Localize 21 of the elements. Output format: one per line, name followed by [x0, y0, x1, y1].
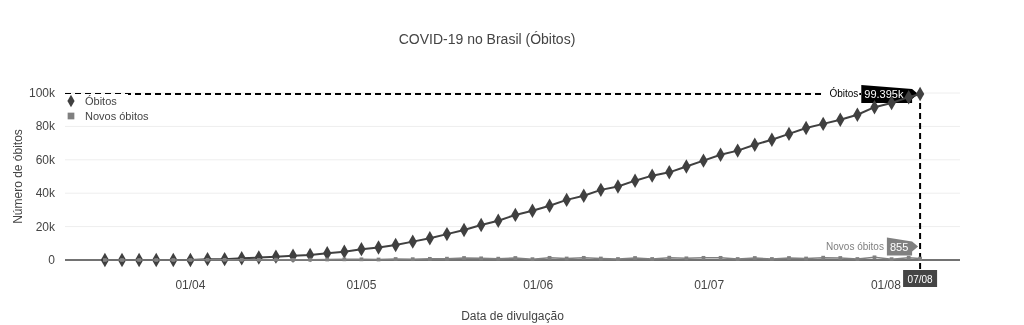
- annotation: 855: [889, 240, 909, 253]
- y-tick-label: 100k: [28, 86, 56, 100]
- y-tick-label: 80k: [35, 119, 56, 134]
- x-tick-label: 01/05: [346, 278, 377, 292]
- x-tick-label: 01/07: [694, 278, 725, 292]
- text: Novos óbitos: [826, 240, 884, 252]
- x-axis-title: Data de divulgação: [461, 309, 565, 323]
- text: Óbitos: [829, 88, 859, 100]
- x-tick-label: 01/04: [175, 278, 206, 292]
- y-tick-label: 0: [48, 253, 56, 267]
- x-tick-label: 01/08: [870, 278, 902, 292]
- legend-label: Óbitos: [85, 95, 118, 107]
- annotation: 99.395k: [864, 88, 904, 101]
- legend-label: Novos óbitos: [85, 110, 150, 122]
- chart-title: COVID-19 no Brasil (Óbitos): [398, 31, 576, 47]
- x-tick-label: 01/06: [523, 278, 554, 292]
- y-tick-label: 40k: [35, 186, 56, 201]
- ref-line-label: 07/08: [907, 274, 934, 285]
- y-tick-label: 60k: [35, 152, 56, 167]
- y-tick-label: 20k: [35, 219, 56, 234]
- y-axis-title: Número de óbitos: [11, 129, 25, 224]
